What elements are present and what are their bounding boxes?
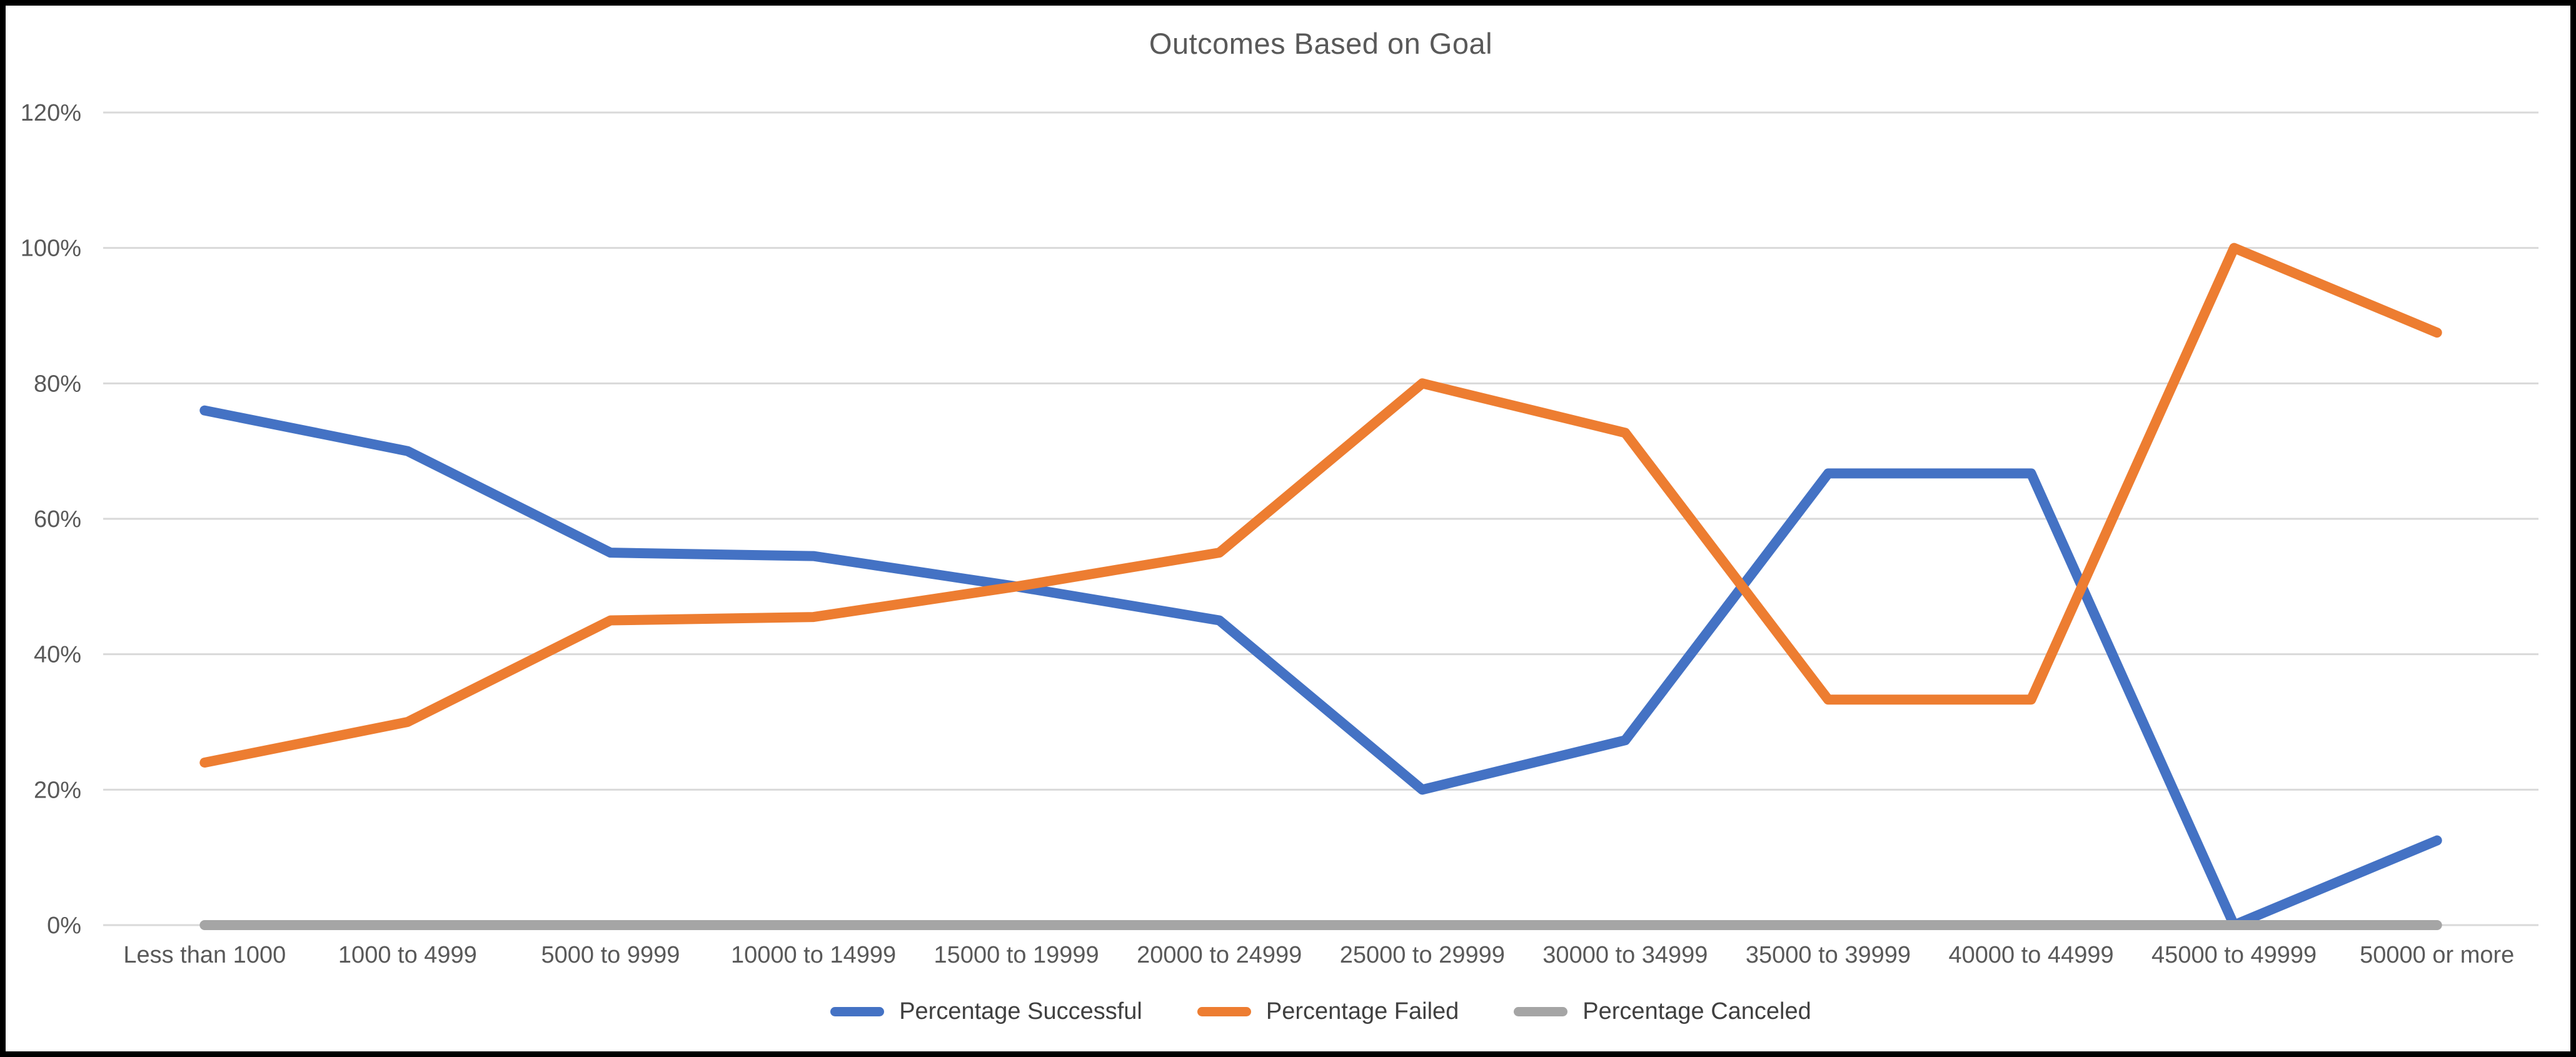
x-tick-label: 5000 to 9999 [541,942,680,968]
x-tick-label: 50000 or more [2360,942,2514,968]
legend-item-successful: Percentage Successful [830,998,1142,1025]
legend-item-canceled: Percentage Canceled [1514,998,1811,1025]
legend: Percentage Successful Percentage Failed … [103,995,2538,1028]
x-tick-label: Less than 1000 [123,942,286,968]
y-tick-label: 20% [34,777,81,803]
y-tick-label: 120% [21,100,81,126]
y-tick-label: 80% [34,371,81,397]
series-line-percentage-successful [199,405,2442,930]
series-line-percentage-failed [199,243,2442,768]
legend-swatch [830,1006,885,1016]
legend-label: Percentage Failed [1265,998,1459,1024]
legend-item-failed: Percentage Failed [1197,998,1459,1025]
legend-label: Percentage Successful [899,998,1142,1024]
y-tick-label: 100% [21,236,81,262]
x-tick-label: 35000 to 39999 [1746,942,1911,968]
y-tick-label: 60% [34,506,81,533]
x-tick-label: 25000 to 29999 [1340,942,1505,968]
x-tick-label: 40000 to 44999 [1948,942,2113,968]
x-tick-label: 45000 to 49999 [2151,942,2317,968]
x-tick-label: 30000 to 34999 [1542,942,1708,968]
legend-swatch [1514,1006,1568,1016]
x-tick-label: 15000 to 19999 [934,942,1099,968]
y-tick-label: 0% [47,913,81,939]
x-tick-label: 1000 to 4999 [338,942,477,968]
legend-swatch [1197,1006,1251,1016]
x-tick-label: 20000 to 24999 [1137,942,1302,968]
legend-label: Percentage Canceled [1582,998,1811,1024]
x-tick-label: 10000 to 14999 [731,942,896,968]
chart-title: Outcomes Based on Goal [1149,27,1493,60]
y-tick-label: 40% [34,642,81,668]
